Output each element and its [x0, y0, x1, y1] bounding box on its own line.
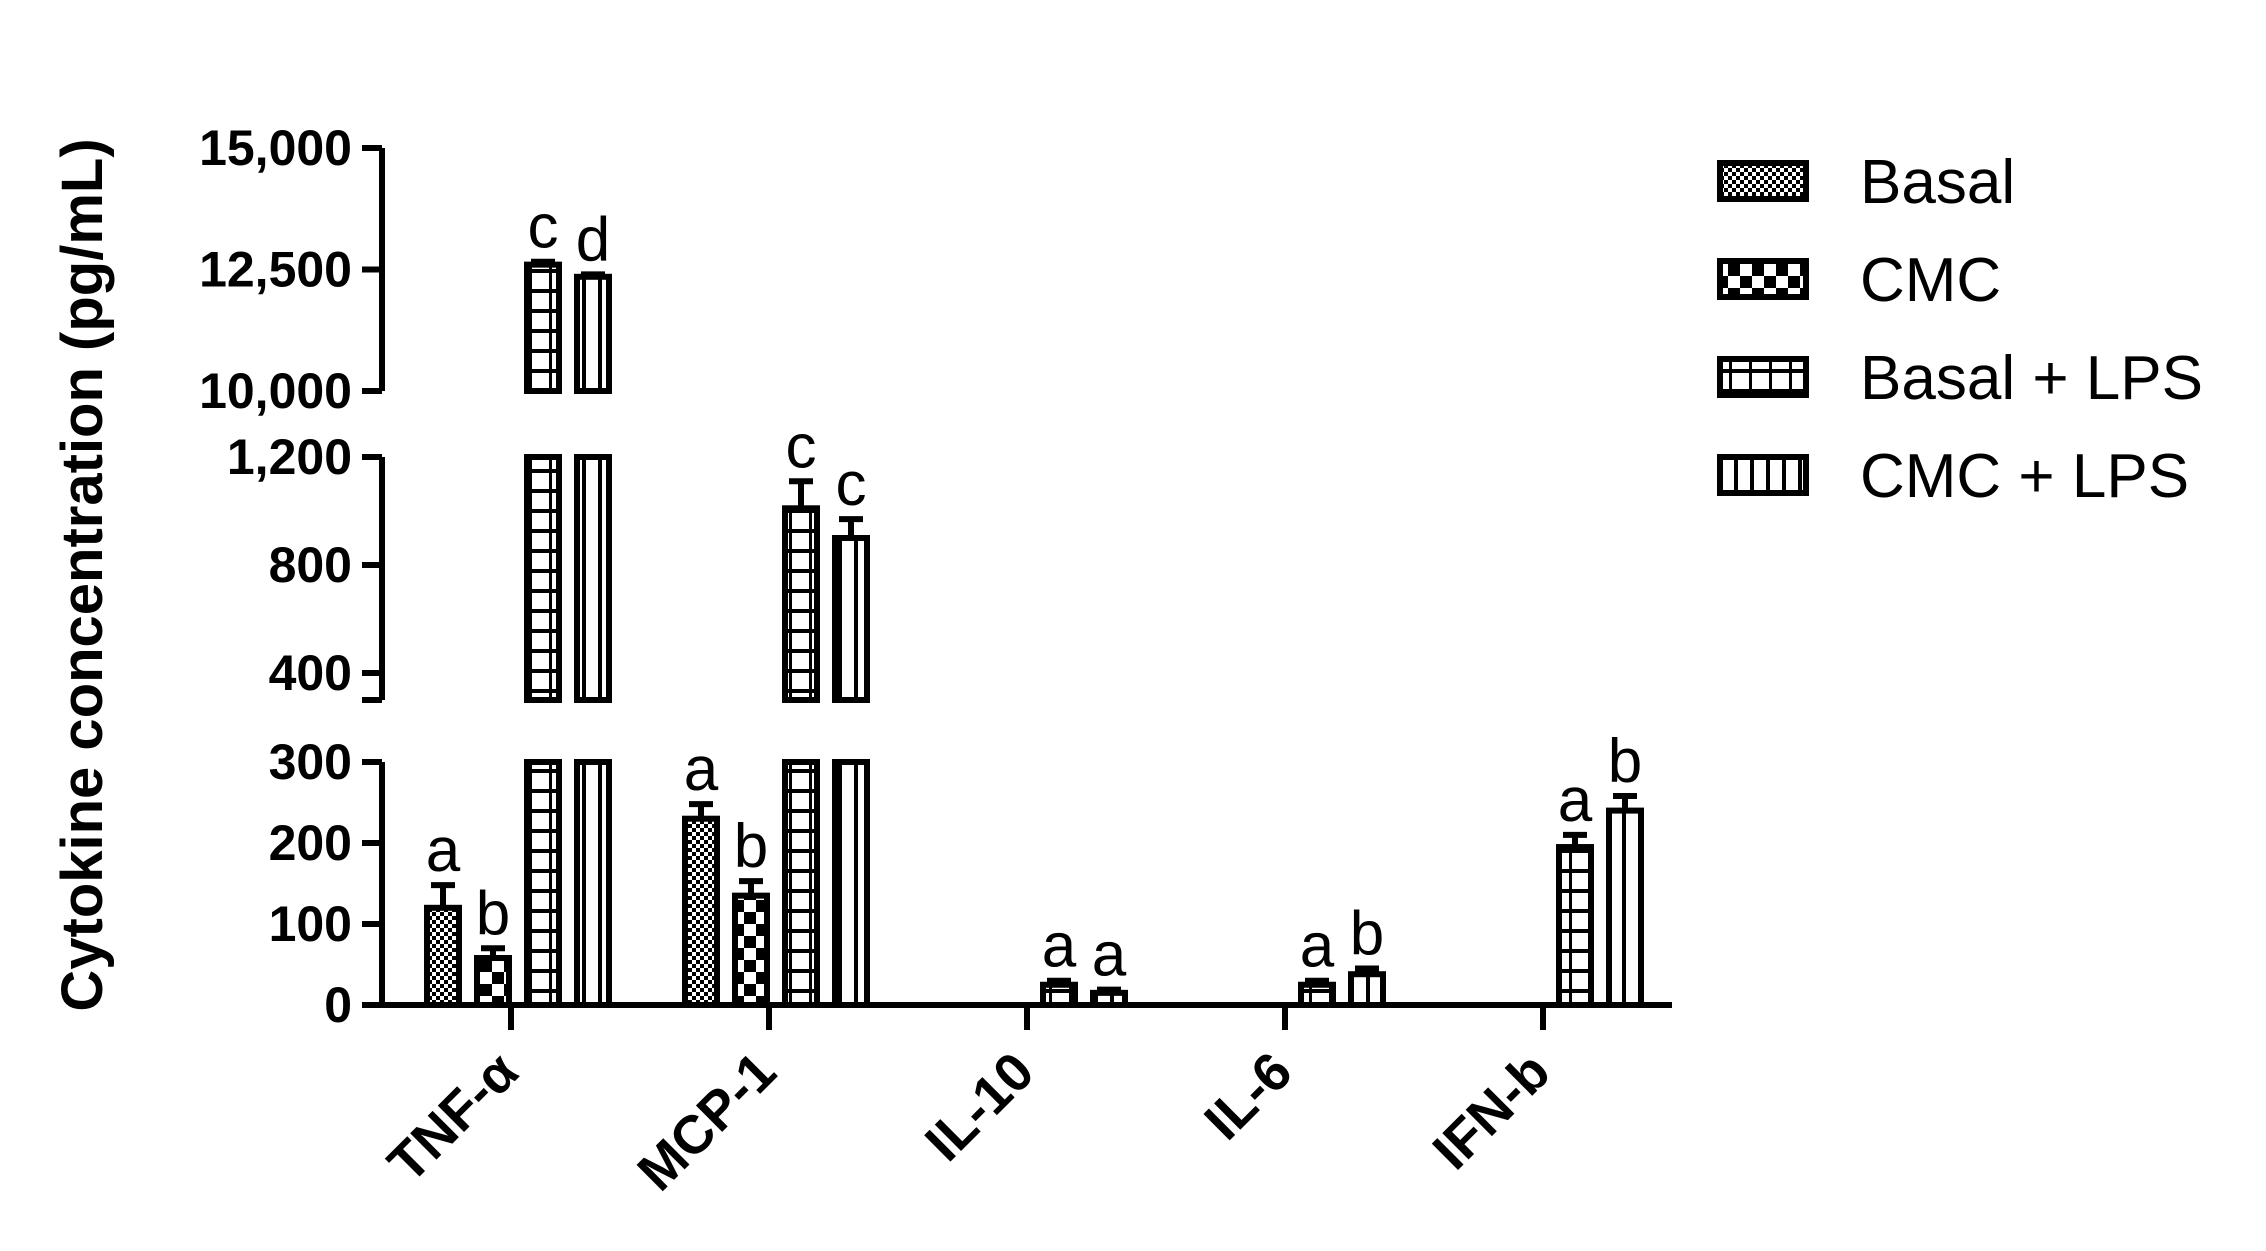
significance-label: b — [734, 812, 768, 881]
bar-cmc-lps-0 — [574, 759, 612, 1008]
y-tick-label: 15,000 — [199, 120, 352, 176]
axes: 0 100 200 300 400 800 1,200 10,000 12,500 15,000 — [199, 120, 1672, 1033]
y-tick-label: 100 — [269, 896, 352, 952]
bar-basal-lps-4 — [1556, 844, 1594, 1008]
bar-cmc-lps-1 — [832, 759, 870, 1008]
bar-cmc-1 — [732, 892, 770, 1009]
y-tick-label: 10,000 — [199, 363, 352, 419]
legend-swatch — [1717, 356, 1809, 398]
y-axis-title-group: Cytokine concentration (pg/mL) — [50, 138, 115, 1011]
legend-label: Basal + LPS — [1860, 344, 2203, 413]
x-tick-labels: TNF-α MCP-1 IL-10 IL-6 IFN-b — [377, 1041, 1562, 1202]
x-tick-label: IL-10 — [914, 1041, 1046, 1173]
legend-label: CMC + LPS — [1860, 442, 2189, 511]
bar-cmc-lps-0 — [574, 454, 612, 703]
significance-label: d — [576, 205, 610, 274]
significance-label: b — [476, 879, 510, 948]
y-tick-label: 400 — [269, 645, 352, 701]
bar-basal-lps-3 — [1298, 981, 1336, 1008]
bar-basal-lps-1 — [782, 505, 820, 703]
legend: Basal CMC Basal + LPS CMC + LPS — [1717, 148, 2203, 511]
bar-basal-0 — [424, 904, 462, 1008]
bar-basal-lps-0 — [524, 759, 562, 1008]
bar-basal-lps-0 — [524, 454, 562, 703]
legend-label: Basal — [1860, 148, 2015, 217]
bar-cmc-0 — [474, 955, 512, 1009]
y-tick-label: 0 — [324, 977, 352, 1033]
bar-basal-lps-0 — [524, 261, 562, 395]
bar-basal-lps-1 — [782, 759, 820, 1008]
y-tick-label: 800 — [269, 537, 352, 593]
significance-label: c — [528, 193, 559, 262]
y-tick-label: 1,200 — [227, 429, 352, 485]
y-tick-label: 200 — [269, 815, 352, 871]
significance-label: a — [1558, 766, 1593, 835]
legend-swatch — [1717, 454, 1809, 496]
significance-label: a — [1042, 912, 1077, 981]
significance-label: a — [684, 735, 719, 804]
bars — [424, 261, 1644, 1009]
significance-label: a — [1300, 912, 1335, 981]
y-axis-title: Cytokine concentration (pg/mL) — [50, 138, 115, 1011]
bar-cmc-lps-3 — [1348, 971, 1386, 1008]
bar-cmc-lps-2 — [1090, 989, 1128, 1008]
y-tick-label: 300 — [269, 734, 352, 790]
legend-swatch — [1717, 160, 1809, 202]
significance-label: b — [1608, 727, 1642, 796]
x-tick-label: IFN-b — [1422, 1041, 1562, 1181]
significance-label: c — [786, 412, 817, 481]
legend-swatch — [1717, 258, 1809, 300]
x-tick-label: TNF-α — [377, 1041, 530, 1194]
bar-cmc-lps-0 — [574, 273, 612, 395]
x-tick-label: IL-6 — [1193, 1041, 1303, 1151]
bar-basal-lps-2 — [1040, 981, 1078, 1008]
bar-cmc-lps-4 — [1606, 807, 1644, 1008]
error-bars — [431, 258, 1637, 993]
significance-label: a — [426, 816, 461, 885]
significance-label: b — [1350, 900, 1384, 969]
significance-label: c — [836, 450, 867, 519]
x-tick-label: MCP-1 — [626, 1041, 787, 1202]
legend-label: CMC — [1860, 246, 2001, 315]
significance-label: a — [1092, 921, 1127, 990]
bar-cmc-lps-1 — [832, 535, 870, 703]
y-tick-label: 12,500 — [199, 242, 352, 298]
bar-basal-1 — [682, 815, 720, 1009]
